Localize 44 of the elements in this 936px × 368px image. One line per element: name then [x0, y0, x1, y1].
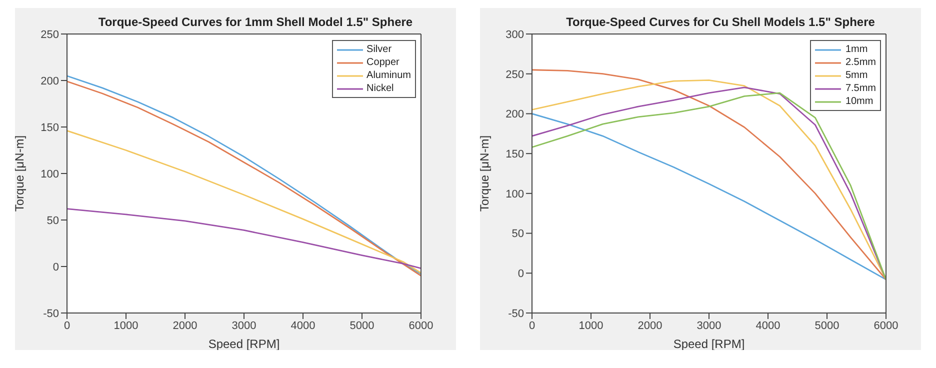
x-tick-label: 5000 — [814, 320, 840, 332]
x-tick-label: 3000 — [696, 320, 722, 332]
y-tick-label: 150 — [40, 122, 59, 134]
chart-title: Torque-Speed Curves for Cu Shell Models 1.5" Sphere — [565, 15, 876, 29]
legend-label: Nickel — [366, 82, 394, 95]
y-tick-label: 100 — [506, 188, 524, 200]
y-axis-title: Torque [μN-m] — [477, 135, 492, 212]
x-tick-label: 1000 — [114, 320, 138, 332]
x-tick-label: 6000 — [408, 320, 434, 332]
y-tick-label: 0 — [518, 268, 524, 280]
legend-label: 7.5mm — [845, 82, 876, 95]
x-tick-label: 0 — [528, 320, 536, 332]
y-tick-label: 50 — [512, 228, 524, 240]
y-tick-label: -50 — [43, 308, 59, 320]
legend-label: Silver — [366, 43, 392, 56]
y-tick-label: -50 — [508, 308, 524, 320]
y-axis-title: Torque [μN-m] — [12, 135, 26, 212]
x-tick-label: 5000 — [350, 320, 374, 332]
x-tick-label: 6000 — [874, 320, 898, 332]
y-tick-label: 50 — [46, 214, 59, 227]
line-series — [67, 130, 421, 274]
y-tick-label: 100 — [40, 168, 59, 180]
legend-label: 10mm — [845, 95, 874, 108]
x-tick-label: 3000 — [232, 320, 256, 332]
legend-label: 2.5mm — [845, 56, 876, 69]
legend-label: 1mm — [845, 43, 868, 56]
x-tick-label: 1000 — [578, 320, 604, 332]
y-tick-label: 300 — [506, 28, 524, 41]
y-tick-label: 250 — [40, 28, 59, 41]
legend-label: Aluminum — [366, 69, 411, 82]
legend-label: 5mm — [845, 69, 868, 82]
chart-title: Torque-Speed Curves for 1mm Shell Model 1.5" Sphere — [97, 15, 414, 29]
x-tick-label: 2000 — [172, 320, 198, 332]
x-tick-label: 0 — [64, 320, 70, 332]
x-tick-label: 4000 — [756, 320, 780, 332]
y-tick-label: 150 — [506, 148, 524, 160]
x-tick-label: 4000 — [290, 320, 316, 332]
y-tick-label: 200 — [506, 108, 524, 121]
line-series — [67, 208, 421, 270]
y-tick-label: 0 — [52, 261, 59, 274]
x-tick-label: 2000 — [638, 320, 662, 332]
legend-label: Copper — [366, 56, 400, 69]
y-tick-label: 250 — [506, 68, 524, 81]
y-tick-label: 200 — [40, 75, 59, 88]
